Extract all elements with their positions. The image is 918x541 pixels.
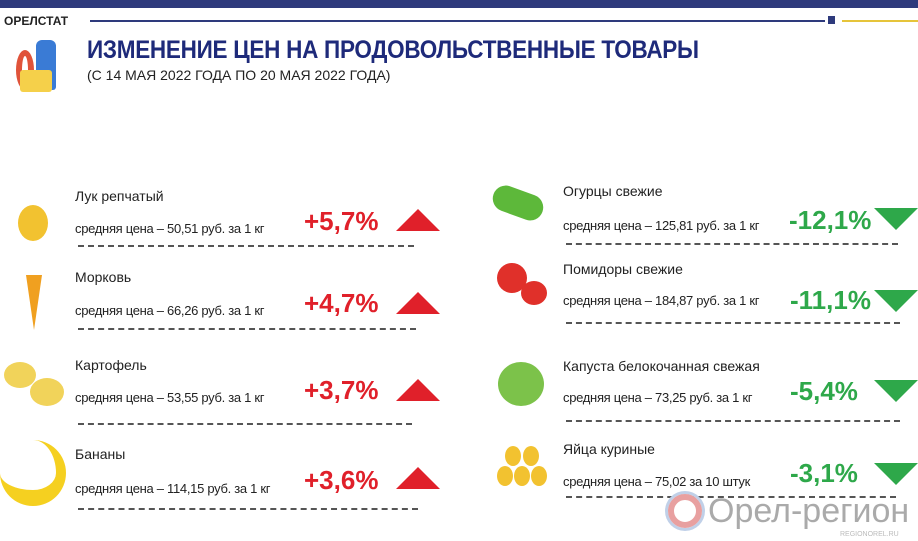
item-change: +4,7% bbox=[304, 288, 379, 318]
cucumber-icon bbox=[489, 181, 547, 225]
top-bar bbox=[0, 0, 918, 8]
item-price: средняя цена – 73,25 руб. за 1 кг bbox=[563, 390, 753, 405]
item-change: -11,1% bbox=[790, 285, 871, 315]
item-price: средняя цена – 66,26 руб. за 1 кг bbox=[75, 303, 265, 318]
header-square bbox=[828, 16, 835, 24]
tomato-icon bbox=[497, 263, 549, 305]
divider bbox=[78, 423, 412, 425]
arrow-up-icon bbox=[396, 379, 440, 401]
divider bbox=[566, 243, 898, 245]
arrow-up-icon bbox=[396, 209, 440, 231]
divider bbox=[78, 245, 414, 247]
eggs-icon bbox=[497, 446, 547, 488]
watermark-logo-icon bbox=[668, 494, 702, 528]
divider bbox=[78, 508, 418, 510]
item-price: средняя цена – 53,55 руб. за 1 кг bbox=[75, 390, 265, 405]
header-gold-line bbox=[842, 20, 918, 22]
item-change: -3,1% bbox=[790, 458, 858, 488]
item-name: Лук репчатый bbox=[75, 188, 164, 204]
item-price: средняя цена – 125,81 руб. за 1 кг bbox=[563, 218, 760, 233]
divider bbox=[566, 420, 900, 422]
item-name: Картофель bbox=[75, 357, 147, 373]
arrow-up-icon bbox=[396, 467, 440, 489]
arrow-down-icon bbox=[874, 380, 918, 402]
item-change: +3,7% bbox=[304, 375, 379, 405]
banana-icon bbox=[0, 440, 66, 506]
cabbage-icon bbox=[498, 362, 544, 406]
item-price: средняя цена – 75,02 за 10 штук bbox=[563, 474, 750, 489]
divider bbox=[566, 496, 896, 498]
onion-icon bbox=[18, 205, 48, 241]
header-divider bbox=[90, 20, 825, 22]
arrow-down-icon bbox=[874, 290, 918, 312]
page-title: ИЗМЕНЕНИЕ ЦЕН НА ПРОДОВОЛЬСТВЕННЫЕ ТОВАР… bbox=[87, 36, 699, 64]
potato-icon bbox=[4, 362, 64, 407]
item-price: средняя цена – 50,51 руб. за 1 кг bbox=[75, 221, 265, 236]
arrow-down-icon bbox=[874, 208, 918, 230]
item-name: Огурцы свежие bbox=[563, 183, 663, 199]
item-change: -12,1% bbox=[789, 205, 872, 235]
groceries-icon bbox=[14, 40, 76, 95]
item-name: Бананы bbox=[75, 446, 126, 462]
brand-label: ОРЕЛСТАТ bbox=[4, 14, 69, 28]
item-name: Морковь bbox=[75, 269, 132, 285]
watermark: Орел-регион bbox=[668, 494, 909, 528]
page-subtitle: (С 14 МАЯ 2022 ГОДА ПО 20 МАЯ 2022 ГОДА) bbox=[87, 67, 391, 83]
item-name: Яйца куриные bbox=[563, 441, 655, 457]
arrow-up-icon bbox=[396, 292, 440, 314]
divider bbox=[566, 322, 900, 324]
item-change: +5,7% bbox=[304, 206, 379, 236]
item-name: Капуста белокочанная свежая bbox=[563, 358, 760, 374]
item-change: -5,4% bbox=[790, 376, 858, 406]
item-name: Помидоры свежие bbox=[563, 261, 683, 277]
item-price: средняя цена – 184,87 руб. за 1 кг bbox=[563, 293, 760, 308]
item-price: средняя цена – 114,15 руб. за 1 кг bbox=[75, 481, 271, 496]
arrow-down-icon bbox=[874, 463, 918, 485]
carrot-icon bbox=[26, 275, 42, 330]
watermark-text: Орел-регион bbox=[708, 492, 910, 530]
divider bbox=[78, 328, 416, 330]
watermark-sub: REGIONOREL.RU bbox=[840, 531, 899, 538]
item-change: +3,6% bbox=[304, 465, 379, 495]
